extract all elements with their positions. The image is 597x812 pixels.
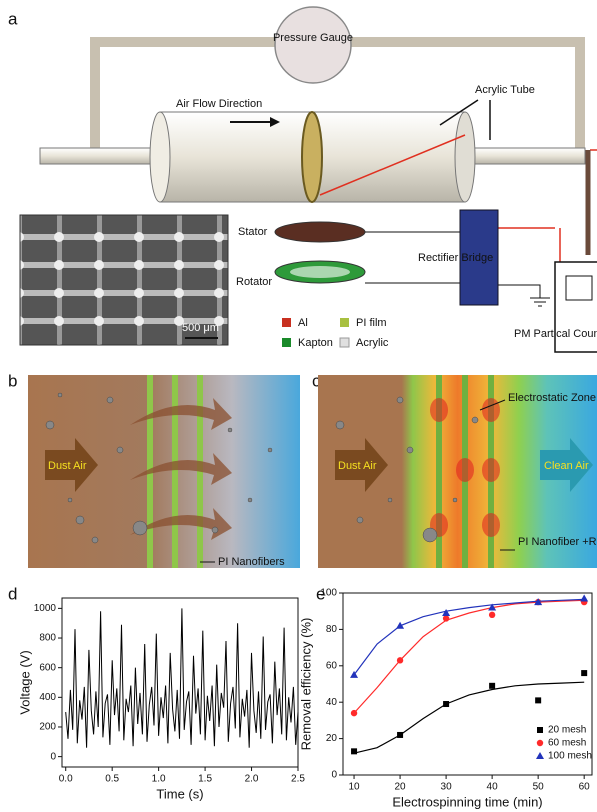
gauge <box>275 7 351 83</box>
y-tick-label: 200 <box>39 722 56 733</box>
figure: a Pressure Gauge Air Flow Direction Acry… <box>0 0 597 812</box>
ground <box>498 285 550 306</box>
legend-label: 60 mesh <box>548 738 586 749</box>
point <box>351 748 357 754</box>
fiber-label: PI Nanofiber +R-TENG <box>518 536 597 548</box>
y-tick-label: 80 <box>326 624 338 635</box>
point <box>397 732 403 738</box>
x-axis-label: Electrospinning time (min) <box>392 794 542 809</box>
point <box>580 594 588 601</box>
x-tick-label: 60 <box>579 782 591 793</box>
rotator-label: Rotator <box>236 276 272 288</box>
x-tick-label: 40 <box>487 782 499 793</box>
rotator-sector <box>290 266 350 278</box>
point <box>443 615 449 621</box>
rectifier-label: Rectifier Bridge <box>418 252 493 264</box>
y-tick-label: 0 <box>331 770 337 781</box>
y-tick-label: 100 <box>320 588 337 599</box>
panel-label: b <box>8 371 17 390</box>
y-axis-label: Voltage (V) <box>17 650 32 714</box>
y-axis-label: Removal efficiency (%) <box>298 618 313 751</box>
clean-label: Clean Air <box>544 460 589 472</box>
point <box>489 612 495 618</box>
voltage-line <box>66 608 298 747</box>
legend-swatch <box>340 338 349 347</box>
x-tick-label: 0.0 <box>59 774 73 785</box>
x-axis-label: Time (s) <box>156 786 203 801</box>
y-tick-label: 800 <box>39 633 56 644</box>
legend-label: 100 mesh <box>548 751 592 762</box>
page: {"panel_a": {"label": "a", "pressure_gau… <box>0 0 597 812</box>
tube-end <box>150 112 170 202</box>
gauge-label: Pressure Gauge <box>273 32 353 44</box>
dust-label: Dust Air <box>338 460 377 472</box>
y-tick-label: 40 <box>326 697 338 708</box>
point <box>581 670 587 676</box>
x-tick-label: 2.5 <box>291 774 305 785</box>
panel-label: a <box>8 9 18 28</box>
scale-label: 500 μm <box>182 322 219 334</box>
point <box>535 697 541 703</box>
inlet-pipe <box>40 148 155 164</box>
y-tick-label: 20 <box>326 733 338 744</box>
legend-swatch <box>282 318 291 327</box>
dust-label: Dust Air <box>48 460 87 472</box>
y-tick-label: 400 <box>39 692 56 703</box>
x-tick-label: 20 <box>395 782 407 793</box>
x-tick-label: 1.5 <box>198 774 212 785</box>
legend-marker <box>536 752 544 759</box>
filter <box>302 112 322 202</box>
point <box>489 683 495 689</box>
y-tick-label: 0 <box>50 751 56 762</box>
fit-curve <box>354 599 584 675</box>
point <box>397 657 403 663</box>
legend-label: PI film <box>356 317 387 329</box>
outlet-pipe <box>470 148 585 164</box>
fit-curve <box>354 600 584 713</box>
panel-label: d <box>8 584 17 603</box>
y-tick-label: 60 <box>326 660 338 671</box>
x-tick-label: 1.0 <box>152 774 166 785</box>
x-tick-label: 10 <box>348 782 360 793</box>
y-tick-label: 600 <box>39 662 56 673</box>
x-tick-label: 2.0 <box>245 774 259 785</box>
point <box>351 710 357 716</box>
counter-label: PM Partical Counter <box>514 328 597 340</box>
legend-marker <box>537 727 543 733</box>
legend-label: Kapton <box>298 337 333 349</box>
legend-label: Acrylic <box>356 337 389 349</box>
legend-label: Al <box>298 317 308 329</box>
tube-label: Acrylic Tube <box>475 84 535 96</box>
legend-label: 20 mesh <box>548 725 586 736</box>
legend-swatch <box>340 318 349 327</box>
x-tick-label: 30 <box>441 782 453 793</box>
stator-label: Stator <box>238 226 268 238</box>
counter-screen <box>566 276 592 300</box>
y-tick-label: 1000 <box>34 603 57 614</box>
x-tick-label: 50 <box>533 782 545 793</box>
x-tick-label: 0.5 <box>105 774 119 785</box>
point <box>443 701 449 707</box>
zone-label: Electrostatic Zone <box>508 392 596 404</box>
air-flow-label: Air Flow Direction <box>176 98 262 110</box>
point <box>442 609 450 616</box>
tube-end <box>455 112 475 202</box>
fiber-label: PI Nanofibers <box>218 556 285 568</box>
stator <box>275 222 365 242</box>
legend-marker <box>537 740 543 746</box>
legend-swatch <box>282 338 291 347</box>
